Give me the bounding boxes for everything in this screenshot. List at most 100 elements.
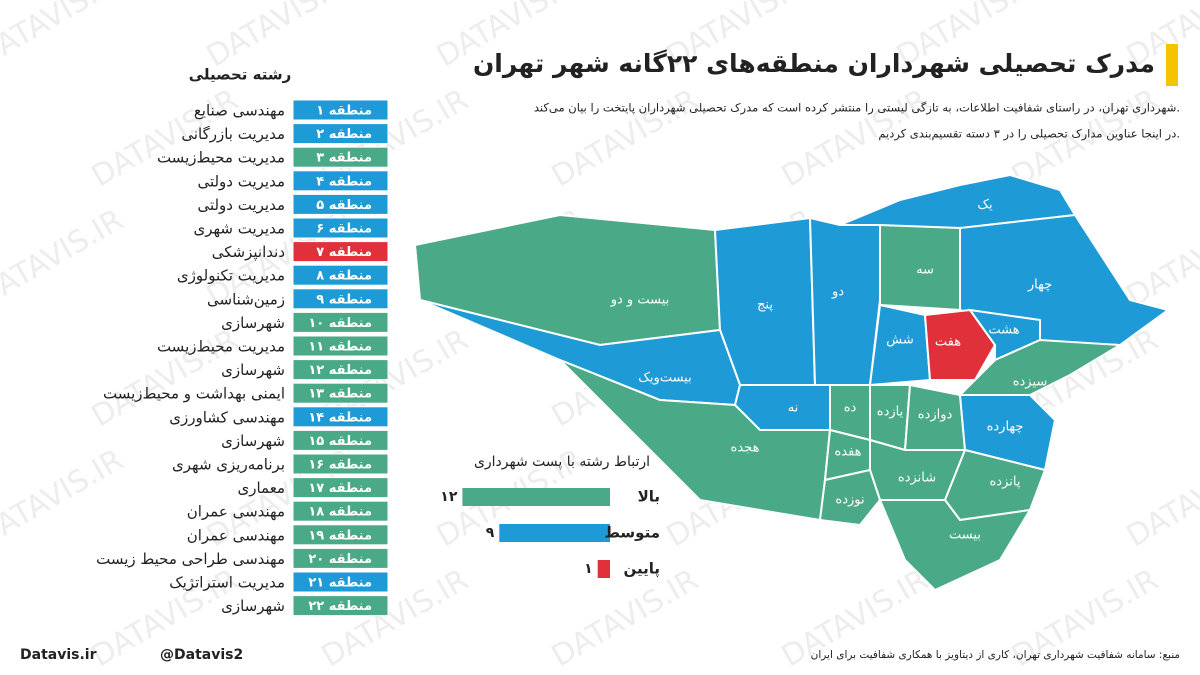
watermark: DATAVIS.IR — [0, 442, 129, 554]
field-label: شهرسازی — [221, 314, 285, 332]
region-badge — [292, 477, 389, 499]
field-label: مهندسی عمران — [187, 526, 285, 544]
region-name: چهار — [1027, 278, 1052, 293]
field-label: مدیریت محیط‌زیست — [157, 149, 285, 167]
intro-line: شهرداری تهران، در راستای شفافیت اطلاعات،… — [534, 101, 1180, 116]
watermark: DATAVIS.IR — [0, 0, 129, 74]
region-badge — [292, 241, 389, 263]
field-label: مدیریت بازرگانی — [181, 125, 285, 143]
category-label: پایین — [623, 560, 660, 579]
region-name: پنج — [757, 298, 773, 313]
region-badge — [292, 335, 389, 357]
field-label: مهندسی صنایع — [194, 102, 285, 120]
region-label: منطقه ۱۹ — [308, 528, 372, 543]
region-badge — [292, 453, 389, 475]
field-label: دندانپزشکی — [212, 243, 285, 262]
region-label: منطقه ۱ — [316, 104, 372, 119]
region-name: دوازده — [918, 408, 953, 423]
value-label: ۱ — [584, 561, 593, 577]
field-label: برنامه‌ریزی شهری — [172, 456, 285, 474]
region-label: منطقه ۸ — [316, 269, 372, 284]
region-label: منطقه ۵ — [316, 198, 372, 213]
chart-title: ارتباط رشته با پست شهرداری — [474, 454, 650, 470]
field-label: مدیریت دولتی — [197, 172, 285, 190]
field-label: مهندسی کشاورزی — [169, 408, 285, 426]
region-badge — [292, 500, 389, 522]
region-label: منطقه ۲۱ — [308, 576, 372, 591]
watermark: DATAVIS.IR — [546, 562, 705, 674]
region-label: منطقه ۲۰ — [308, 552, 372, 567]
category-label: متوسط — [604, 524, 660, 542]
handle: @Datavis2 — [160, 647, 243, 663]
region-name: یازده — [877, 405, 904, 420]
region-name: شانزده — [898, 471, 936, 486]
bar — [499, 524, 610, 542]
region-badge — [292, 264, 389, 286]
watermark: DATAVIS.IR — [1121, 202, 1200, 314]
region-badge — [292, 170, 389, 192]
region-badge — [292, 288, 389, 310]
watermark: DATAVIS.IR — [0, 202, 129, 314]
region-name: بیست — [949, 528, 981, 543]
field-label: ایمنی بهداشت و محیط‌زیست — [103, 385, 285, 403]
source: منبع: سامانه شفافیت شهرداری تهران، کاری … — [811, 649, 1180, 661]
field-label: زمین‌شناسی — [207, 290, 285, 308]
region-name: ده — [844, 401, 857, 416]
region-label: منطقه ۹ — [316, 292, 372, 307]
field-label: مدیریت استراتژیک — [169, 574, 285, 592]
field-label: شهرسازی — [221, 432, 285, 450]
map-region — [808, 216, 881, 386]
field-label: مهندسی طراحی محیط زیست — [96, 550, 285, 568]
value-label: ۹ — [486, 525, 495, 541]
region-badge — [292, 595, 389, 617]
intro-line: در اینجا عناوین مدارک تحصیلی را در ۳ دست… — [878, 127, 1180, 142]
watermark: DATAVIS.IR — [546, 82, 705, 194]
bar — [597, 560, 610, 578]
title: مدرک تحصیلی شهرداران منطقه‌های ۲۲گانه شه… — [473, 49, 1155, 79]
region-label: منطقه ۷ — [316, 245, 372, 260]
map-region — [818, 468, 882, 527]
map-region — [413, 213, 722, 347]
map-region — [957, 338, 1124, 396]
bar — [462, 488, 610, 506]
region-badge — [292, 123, 389, 145]
region-badge — [292, 99, 389, 121]
region-name: شش — [886, 333, 913, 348]
region-label: منطقه ۱۴ — [308, 410, 372, 425]
region-name: هجده — [731, 441, 760, 456]
region-badge — [292, 193, 389, 215]
region-name: هفت — [935, 335, 961, 350]
field-label: مدیریت شهری — [193, 220, 285, 238]
region-name: چهارده — [987, 420, 1024, 435]
region-badge — [292, 406, 389, 428]
region-label: منطقه ۱۱ — [308, 340, 372, 355]
region-name: هفده — [834, 445, 861, 460]
region-name: نه — [788, 401, 799, 416]
accent-bar — [1166, 44, 1178, 86]
region-name: هشت — [988, 323, 1019, 338]
region-name: پانزده — [990, 475, 1021, 490]
list-title: رشته تحصیلی — [189, 66, 291, 84]
region-label: منطقه ۱۸ — [308, 505, 372, 520]
region-label: منطقه ۱۳ — [308, 387, 372, 402]
region-label: منطقه ۱۰ — [308, 316, 372, 331]
region-badge — [292, 524, 389, 546]
field-label: مدیریت محیط‌زیست — [157, 338, 285, 356]
category-label: بالا — [638, 488, 660, 506]
region-name: بیست و دو — [610, 293, 670, 308]
region-label: منطقه ۳ — [316, 151, 372, 166]
region-label: منطقه ۱۷ — [308, 481, 372, 496]
region-label: منطقه ۱۵ — [308, 434, 372, 449]
region-name: نوزده — [835, 493, 864, 508]
field-label: معماری — [238, 479, 286, 497]
region-label: منطقه ۱۲ — [308, 363, 372, 378]
field-label: مهندسی عمران — [187, 503, 285, 521]
region-name: سیزده — [1013, 375, 1048, 390]
map-region — [958, 394, 1057, 472]
region-badge — [292, 571, 389, 593]
region-name: یک — [977, 198, 993, 213]
region-label: منطقه ۱۶ — [308, 458, 372, 473]
field-label: شهرسازی — [221, 361, 285, 379]
site: Datavis.ir — [20, 647, 97, 663]
